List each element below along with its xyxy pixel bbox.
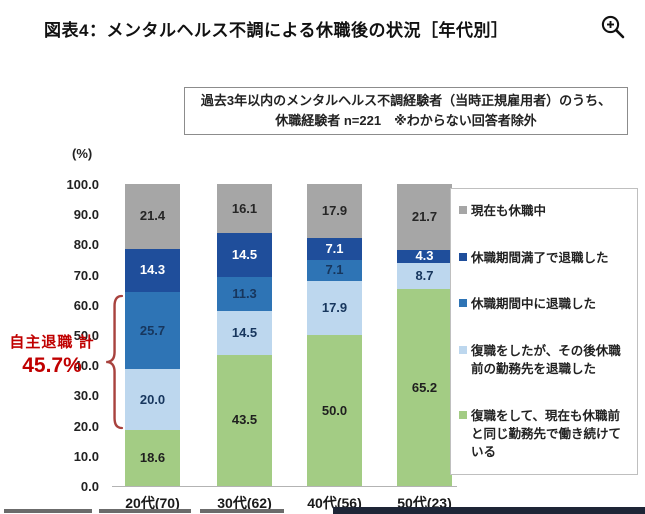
segment-value-label: 25.7 [139,322,166,338]
stacked-bar-plot: 18.6 20.0 25.7 14.3 21.4 20代(70) 43.5 14.5 11.3 1… [112,184,457,511]
segment-value-label: 7.1 [325,240,344,256]
stacked-bar-30代(62): 43.5 14.5 11.3 14.5 16.1 [217,184,272,486]
segment-value-label: 11.3 [232,285,257,301]
segment-value-label: 4.3 [415,248,434,264]
legend-label: 復職をして、現在も休職前と同じ勤務先で働き続けている [471,408,622,459]
cropped-fragment [200,509,284,513]
bar-segment: 20.0 [125,369,180,430]
y-tick-label: 70.0 [73,267,99,283]
segment-value-label: 14.5 [231,246,258,262]
stacked-bar-20代(70): 18.6 20.0 25.7 14.3 21.4 [125,184,180,486]
legend-swatch [459,345,467,354]
bar-segment: 4.3 [397,248,452,264]
segment-value-label: 16.1 [231,200,258,216]
y-tick-label: 50.0 [73,328,99,343]
bar-segment: 18.6 [125,429,180,486]
bar-segment: 50.0 [307,335,362,486]
legend-label: 復職をしたが、その後休職前の勤務先を退職した [471,343,621,376]
segment-value-label: 14.3 [139,262,166,278]
legend-swatch [459,206,467,214]
legend-label: 休職期間中に退職した [471,297,597,312]
segment-value-label: 20.0 [139,391,166,407]
legend-label: 現在も休職中 [471,204,547,218]
y-tick-label: 10.0 [73,448,99,464]
voluntary-resignation-label: 自主退職 計 [9,334,95,351]
stacked-bar-50代(23): 65.2 8.7 4.3 21.7 [397,184,452,486]
figure-title: 図表4：メンタルヘルス不調による休職後の状況［年代別］ [44,21,509,40]
legend-swatch [459,299,467,308]
legend-item: 休職期間中に退職した [459,295,631,313]
stacked-bar-40代(56): 50.0 17.9 7.1 7.1 17.9 [307,184,362,486]
legend-item: 現在も休職中 [459,202,631,220]
y-tick-label: 30.0 [73,388,99,404]
bar-segment: 7.1 [307,238,362,260]
bar-segment: 17.9 [307,280,362,335]
legend-swatch [459,410,467,419]
cropped-fragment [99,509,191,513]
cropped-fragment [4,509,92,513]
bar-segment: 14.5 [217,232,272,277]
voluntary-resignation-value: 45.7% [22,354,82,377]
bar-segment: 43.5 [217,354,272,486]
y-tick-label: 100.0 [66,177,99,192]
y-tick-label: 40.0 [73,358,99,374]
voluntary-resignation-annotation: 自主退職 計 45.7% [0,331,104,378]
bar-segment: 21.4 [125,184,180,249]
survey-note-line2: 休職経験者 n=221 ※わからない回答者除外 [275,113,537,128]
legend-item: 休職期間満了で退職した [459,249,631,267]
bar-segment: 65.2 [397,289,452,486]
segment-value-label: 18.6 [139,449,166,465]
bar-segment: 25.7 [125,291,180,370]
segment-value-label: 7.1 [325,262,344,278]
x-axis-label: 20代(70) [125,495,180,511]
legend-swatch [459,252,467,261]
segment-value-label: 21.7 [411,209,438,225]
voluntary-resignation-brace [106,294,124,429]
legend-item: 復職をして、現在も休職前と同じ勤務先で働き続けている [459,407,631,461]
segment-value-label: 17.9 [321,203,348,219]
bar-segment: 8.7 [397,262,452,290]
bar-segment: 21.7 [397,184,452,250]
bar-segment: 14.3 [125,248,180,292]
segment-value-label: 43.5 [231,412,258,428]
y-axis: 100.0 90.0 80.0 70.0 60.0 50.0 40.0 30.0 20.0 10.… [50,177,105,494]
survey-note-box: 過去3年以内のメンタルヘルス不調経験者（当時正規雇用者）のうち、 休職経験者 n… [184,87,628,135]
y-tick-label: 80.0 [73,237,99,253]
zoom-in-icon[interactable] [599,13,627,41]
brace-path [106,294,124,429]
segment-value-label: 21.4 [139,208,166,224]
bar-segment: 14.5 [217,310,272,355]
bar-segment: 17.9 [307,184,362,239]
y-tick-label: 90.0 [73,207,99,223]
legend-item: 復職をしたが、その後休職前の勤務先を退職した [459,342,631,378]
y-axis-unit-label: (%) [72,146,93,161]
bar-segment: 7.1 [307,259,362,281]
cropped-bar [333,507,645,514]
segment-value-label: 17.9 [321,299,348,315]
bar-segment: 16.1 [217,184,272,233]
segment-value-label: 14.5 [231,324,258,340]
y-tick-label: 20.0 [73,418,99,434]
y-tick-label: 0.0 [80,479,99,494]
x-axis-label: 30代(62) [217,495,272,511]
survey-note-line1: 過去3年以内のメンタルヘルス不調経験者（当時正規雇用者）のうち、 [200,92,612,108]
y-tick-label: 60.0 [73,297,99,313]
legend-label: 休職期間満了で退職した [471,250,609,265]
segment-value-label: 65.2 [411,379,438,395]
bar-segment: 11.3 [217,276,272,311]
chart-legend: 現在も休職中休職期間満了で退職した 休職期間中に退職した復職をしたが、その後休職前… [450,188,638,475]
segment-value-label: 50.0 [321,402,348,418]
segment-value-label: 8.7 [415,267,434,283]
